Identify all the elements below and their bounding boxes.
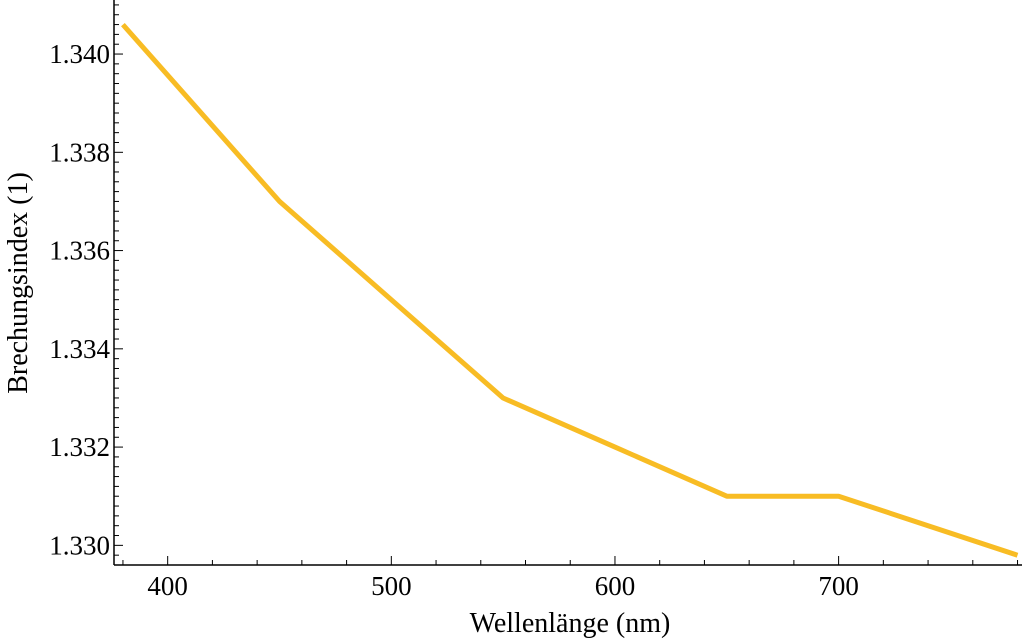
x-tick-label: 500 (371, 571, 412, 601)
axes (113, 0, 1022, 566)
series-line (121, 22, 1019, 558)
y-axis-label: Brechungsindex (1) (3, 172, 34, 394)
x-tick-label: 700 (818, 571, 859, 601)
y-tick-label: 1.334 (49, 334, 110, 364)
y-tick-label: 1.332 (49, 432, 110, 462)
y-tick-label: 1.340 (49, 39, 110, 69)
x-axis-label: Wellenlänge (nm) (470, 608, 671, 639)
y-tick-label: 1.330 (49, 530, 110, 560)
series (121, 22, 1019, 558)
x-tick-label: 400 (147, 571, 188, 601)
y-tick-label: 1.336 (49, 236, 110, 266)
x-tick-label: 600 (595, 571, 636, 601)
ticks: 400 500 600 700 1.330 1.332 1.334 1.336 1.338 1.3… (49, 4, 1019, 601)
y-tick-label: 1.338 (49, 137, 110, 167)
